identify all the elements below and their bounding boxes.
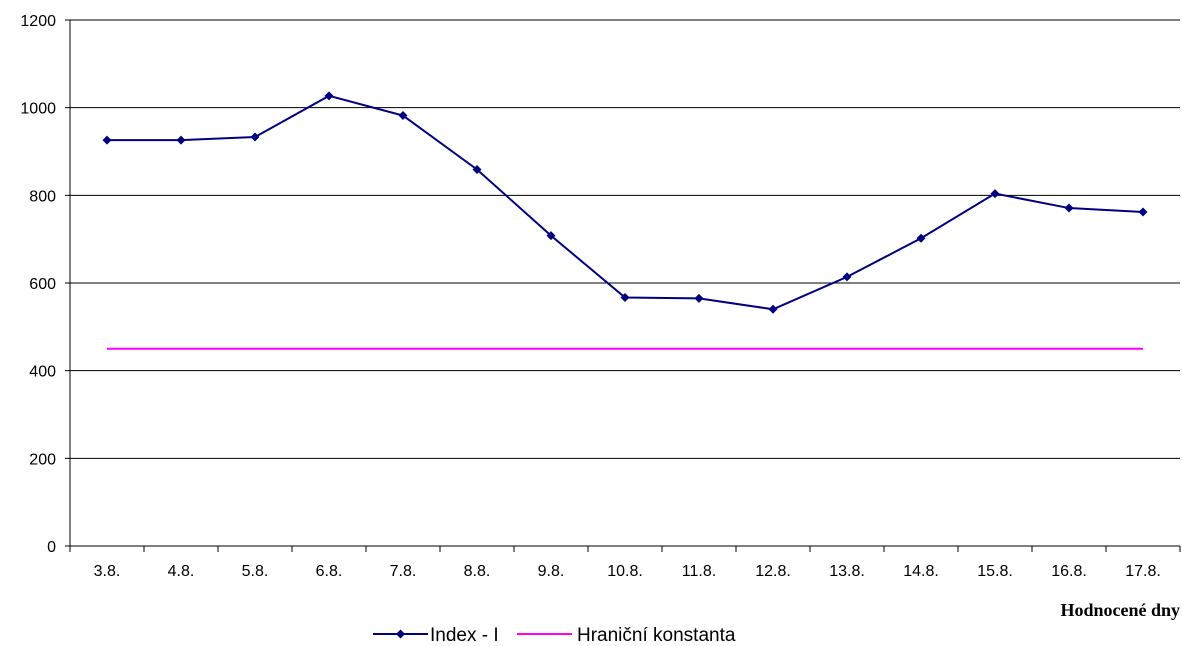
data-point <box>1065 204 1074 213</box>
x-tick-label: 16.8. <box>1051 563 1087 580</box>
x-tick-label: 14.8. <box>903 563 939 580</box>
x-tick-label: 6.8. <box>316 563 343 580</box>
legend-marker <box>396 630 405 639</box>
y-tick-label: 1000 <box>20 101 56 118</box>
x-tick-label: 7.8. <box>390 563 417 580</box>
data-point <box>917 234 926 243</box>
x-axis-ticks: 3.8. 4.8. 5.8. 6.8. 7.8. 8.8. 9.8. 10.8. 11.8. 12… <box>70 546 1180 580</box>
x-tick-label: 3.8. <box>94 563 121 580</box>
series-layer <box>103 91 1148 348</box>
x-tick-label: 4.8. <box>168 563 195 580</box>
x-tick-label: 8.8. <box>464 563 491 580</box>
data-point <box>325 91 334 100</box>
x-tick-label: 11.8. <box>682 563 716 580</box>
y-axis-ticks: 0 200 400 600 800 1000 1200 <box>20 13 70 556</box>
x-tick-label: 10.8. <box>607 563 643 580</box>
x-tick-label: 12.8. <box>755 563 791 580</box>
y-tick-label: 1200 <box>20 13 56 30</box>
y-tick-label: 600 <box>29 276 56 293</box>
data-point <box>991 189 1000 198</box>
data-point <box>695 294 704 303</box>
legend: Index - I Hraniční konstanta <box>373 625 736 646</box>
x-tick-label: 5.8. <box>242 563 269 580</box>
data-point <box>1139 207 1148 216</box>
x-axis-title: Hodnocené dny <box>1060 600 1180 620</box>
gridlines <box>70 20 1180 458</box>
y-tick-label: 800 <box>29 188 56 205</box>
data-point <box>103 136 112 145</box>
data-point <box>251 133 260 142</box>
y-tick-label: 400 <box>29 364 56 381</box>
x-tick-label: 13.8. <box>829 563 865 580</box>
series-line <box>107 96 1143 309</box>
x-tick-label: 9.8. <box>538 563 565 580</box>
legend-label: Index - I <box>430 625 499 646</box>
y-tick-label: 200 <box>29 451 56 468</box>
y-tick-label: 0 <box>47 539 56 556</box>
data-point <box>177 136 186 145</box>
legend-label: Hraniční konstanta <box>577 625 736 646</box>
data-point <box>843 272 852 281</box>
x-tick-label: 17.8. <box>1125 563 1161 580</box>
data-point <box>769 305 778 314</box>
x-tick-label: 15.8. <box>977 563 1013 580</box>
